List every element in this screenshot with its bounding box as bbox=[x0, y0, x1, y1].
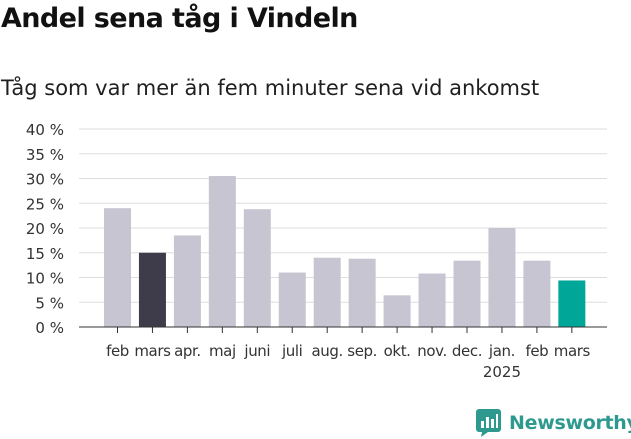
bars bbox=[104, 176, 586, 327]
y-tick-label: 15 % bbox=[26, 245, 64, 263]
y-tick-label: 5 % bbox=[35, 294, 64, 312]
bar-5 bbox=[278, 272, 306, 327]
y-tick-label: 35 % bbox=[26, 146, 64, 164]
x-tick-label: sep. bbox=[347, 342, 377, 360]
x-tick-label: feb bbox=[106, 342, 129, 360]
bar-13 bbox=[558, 280, 586, 327]
bar-7 bbox=[348, 258, 376, 327]
x-tick-label: mars bbox=[554, 342, 591, 360]
bar-9 bbox=[418, 273, 446, 327]
brand-name: Newsworthy bbox=[509, 412, 631, 434]
x-tick-label: dec. bbox=[452, 342, 482, 360]
x-axis-ticks: feb mars apr. maj juni juli aug. sep. okt. nov. de… bbox=[106, 327, 591, 360]
x-tick-label: feb bbox=[525, 342, 548, 360]
x-tick-label: maj bbox=[209, 342, 236, 360]
x-tick-label: okt. bbox=[384, 342, 411, 360]
y-tick-label: 0 % bbox=[35, 319, 64, 337]
chart-title: Andel sena tåg i Vindeln bbox=[1, 3, 358, 34]
x-tick-label: nov. bbox=[417, 342, 447, 360]
x-tick-label: jan. bbox=[488, 342, 515, 360]
x-tick-label: juli bbox=[281, 342, 302, 360]
newsworthy-logo-icon bbox=[476, 409, 501, 437]
y-tick-label: 10 % bbox=[26, 270, 64, 288]
bar-1 bbox=[138, 252, 166, 327]
chart-subtitle: Tåg som var mer än fem minuter sena vid … bbox=[1, 76, 540, 100]
gridlines bbox=[79, 128, 607, 303]
bar-8 bbox=[383, 295, 411, 327]
y-tick-label: 30 % bbox=[26, 171, 64, 189]
x-tick-label: apr. bbox=[174, 342, 201, 360]
bar-4 bbox=[243, 209, 271, 327]
bar-11 bbox=[488, 228, 516, 327]
y-tick-label: 40 % bbox=[26, 121, 64, 139]
bar-10 bbox=[453, 260, 481, 327]
year-label: 2025 bbox=[483, 363, 521, 381]
x-tick-label: aug. bbox=[312, 342, 343, 360]
newsworthy-brand: Newsworthy bbox=[476, 408, 631, 438]
x-tick-label: mars bbox=[134, 342, 171, 360]
bar-3 bbox=[208, 176, 236, 327]
y-axis-ticks: 0 % 5 % 10 % 15 % 20 % 25 % 30 % 35 % 40 % bbox=[26, 121, 64, 337]
bar-12 bbox=[523, 260, 551, 327]
y-tick-label: 20 % bbox=[26, 220, 64, 238]
bar-2 bbox=[173, 235, 201, 327]
y-tick-label: 25 % bbox=[26, 195, 64, 213]
bar-0 bbox=[104, 208, 131, 327]
bar-6 bbox=[313, 257, 341, 327]
x-tick-label: juni bbox=[243, 342, 270, 360]
